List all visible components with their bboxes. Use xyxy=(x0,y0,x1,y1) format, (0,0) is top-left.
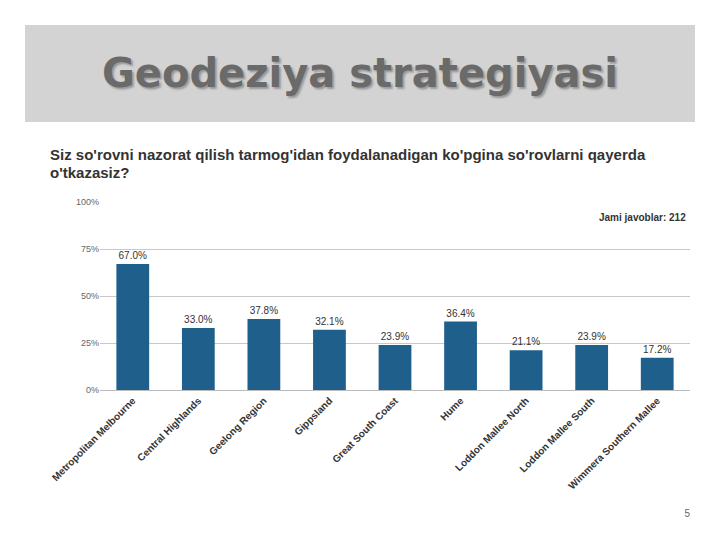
svg-text:Hume: Hume xyxy=(438,395,466,423)
svg-text:23.9%: 23.9% xyxy=(577,331,605,342)
svg-text:23.9%: 23.9% xyxy=(381,331,409,342)
html-text:5: 5 xyxy=(684,508,690,519)
svg-text:50%: 50% xyxy=(81,291,99,301)
svg-text:Great South Coast: Great South Coast xyxy=(330,395,400,465)
svg-text:0%: 0% xyxy=(86,385,99,395)
svg-text:21.1%: 21.1% xyxy=(512,336,540,347)
svg-text:Central Highlands: Central Highlands xyxy=(135,395,204,464)
svg-text:75%: 75% xyxy=(81,244,99,254)
svg-text:36.4%: 36.4% xyxy=(446,308,474,319)
svg-text:100%: 100% xyxy=(76,197,99,207)
svg-text:Metropolitan Melbourne: Metropolitan Melbourne xyxy=(50,395,138,483)
svg-text:17.2%: 17.2% xyxy=(643,344,671,355)
svg-text:67.0%: 67.0% xyxy=(119,250,147,261)
svg-text:33.0%: 33.0% xyxy=(184,314,212,325)
svg-text:Gippsland: Gippsland xyxy=(292,395,334,437)
svg-text:Jami javoblar: 212: Jami javoblar: 212 xyxy=(599,212,686,223)
html-text:Siz so'rovni nazorat qilish ta: Siz so'rovni nazorat qilish tarmog'idan … xyxy=(50,146,646,181)
svg-text:Loddon Mallee North: Loddon Mallee North xyxy=(453,395,531,473)
svg-text:25%: 25% xyxy=(81,338,99,348)
svg-text:Wimmera Southern Mallee: Wimmera Southern Mallee xyxy=(566,395,662,491)
svg-text:Loddon Mallee South: Loddon Mallee South xyxy=(517,395,596,474)
html-text:Geodeziya strategiyasi: Geodeziya strategiyasi xyxy=(102,50,618,96)
svg-text:32.1%: 32.1% xyxy=(315,316,343,327)
svg-text:Geelong Region: Geelong Region xyxy=(207,395,269,457)
svg-text:37.8%: 37.8% xyxy=(250,305,278,316)
